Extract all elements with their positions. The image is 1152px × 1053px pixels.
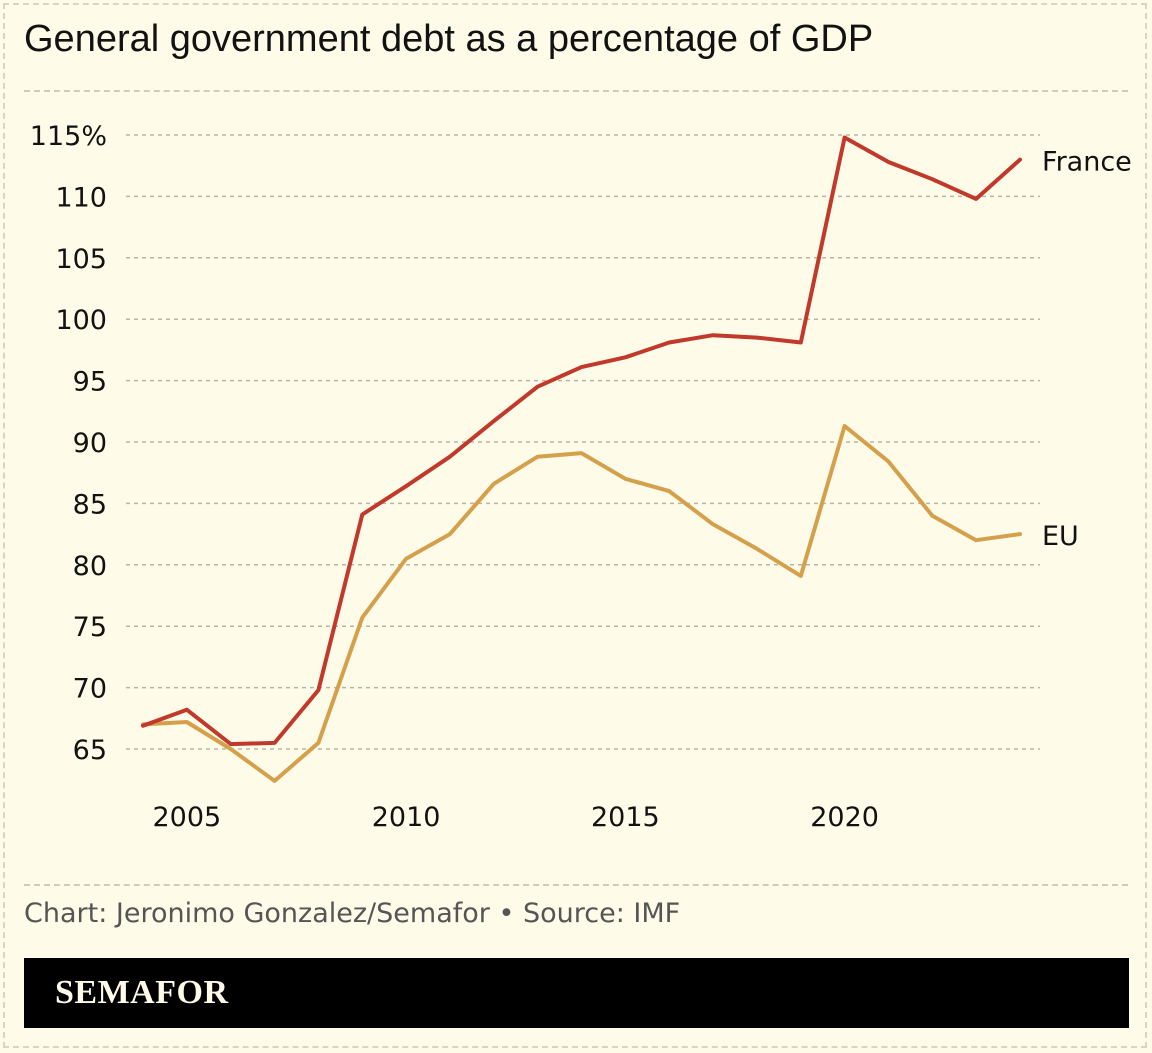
chart-credit: Chart: Jeronimo Gonzalez/Semafor • Sourc… xyxy=(24,898,681,929)
y-tick-label: 95 xyxy=(73,367,107,398)
x-tick-label: 2015 xyxy=(591,802,660,833)
y-tick-label: 65 xyxy=(73,735,107,766)
series-label-france: France xyxy=(1042,147,1132,178)
x-tick-label: 2020 xyxy=(810,802,879,833)
y-tick-label: 100 xyxy=(55,305,107,336)
x-tick-label: 2005 xyxy=(152,802,221,833)
chart-frame xyxy=(3,3,1147,1048)
y-tick-label: 105 xyxy=(55,244,107,275)
semafor-logo: SEMAFOR xyxy=(55,974,229,1011)
y-tick-label: 115% xyxy=(30,121,107,152)
y-tick-label: 70 xyxy=(73,674,107,705)
series-line-france xyxy=(141,135,1022,747)
series-line-eu xyxy=(141,424,1022,783)
y-tick-label: 80 xyxy=(73,551,107,582)
y-tick-label: 85 xyxy=(73,489,107,520)
chart-title: General government debt as a percentage … xyxy=(24,18,874,60)
brand-bar: SEMAFOR xyxy=(24,958,1129,1028)
header-divider xyxy=(24,90,1128,92)
y-tick-label: 110 xyxy=(55,182,107,213)
footer-divider xyxy=(24,884,1128,886)
series-label-eu: EU xyxy=(1042,521,1079,552)
x-tick-label: 2010 xyxy=(372,802,441,833)
y-tick-label: 75 xyxy=(73,612,107,643)
y-tick-label: 90 xyxy=(73,428,107,459)
